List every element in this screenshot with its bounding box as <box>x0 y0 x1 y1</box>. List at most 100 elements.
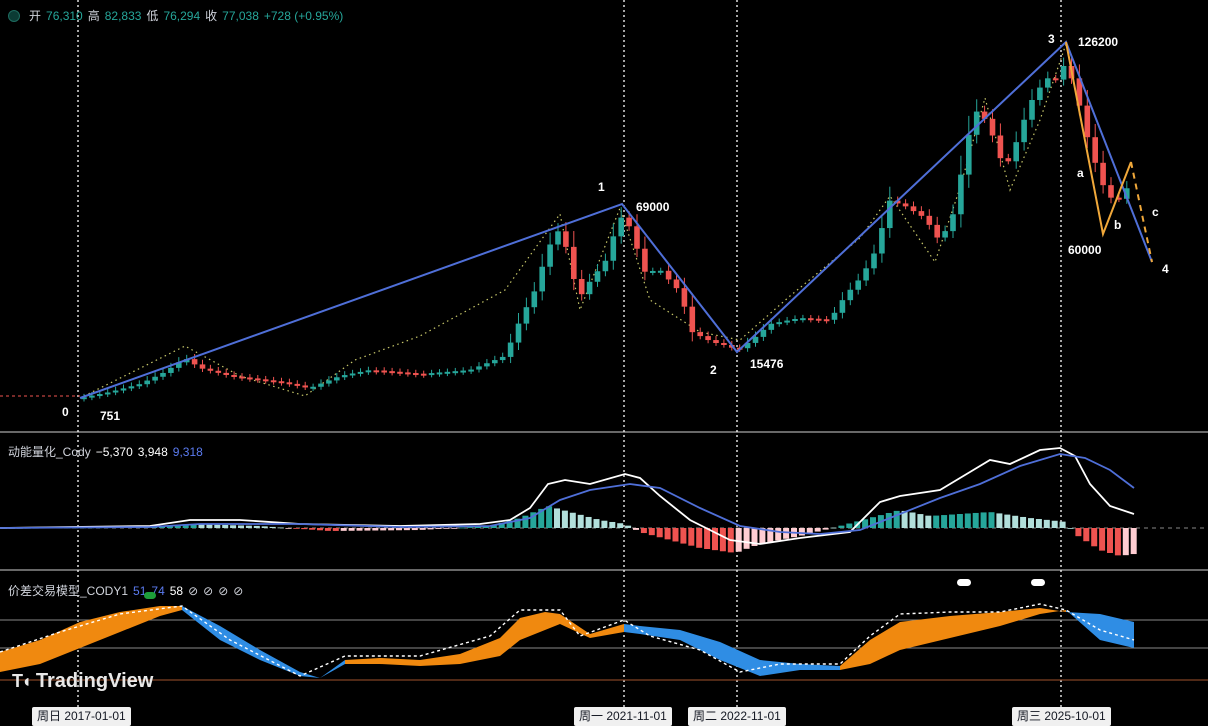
histogram-bar <box>1130 528 1137 555</box>
close-label: 收 <box>205 9 218 23</box>
candle-body <box>815 318 822 321</box>
candle-body <box>231 374 237 377</box>
candle-body <box>871 253 877 269</box>
candle-body <box>207 368 214 371</box>
indicator2-name[interactable]: 价差交易模型_CODY1 <box>8 584 129 598</box>
histogram-bar <box>174 524 181 528</box>
histogram-bar <box>403 528 410 531</box>
candle-body <box>294 383 301 386</box>
open-value: 76,310 <box>46 8 83 23</box>
histogram-bar <box>988 512 995 528</box>
candle-body <box>507 342 514 357</box>
candle-body <box>586 281 593 295</box>
histogram-bar <box>190 524 197 528</box>
open-label: 开 <box>29 9 42 23</box>
ind2-area-segment <box>40 622 80 664</box>
histogram-bar <box>514 518 521 528</box>
candle-body <box>887 200 893 229</box>
histogram-bar <box>585 516 592 528</box>
histogram-bar <box>372 528 379 531</box>
histogram-bar <box>459 527 466 529</box>
histogram-bar <box>269 526 276 528</box>
indicator1-legend[interactable]: 动能量化_Cody −5,370 3,948 9,318 <box>8 443 203 460</box>
ind2-area-segment <box>182 606 220 640</box>
histogram-bar <box>538 508 545 528</box>
histogram-bar <box>625 525 632 528</box>
candle-body <box>1100 162 1106 186</box>
elliott-wave-line[interactable] <box>79 40 1153 399</box>
symbol-status-icon[interactable] <box>8 9 20 22</box>
histogram-bar <box>640 528 647 534</box>
candle-body <box>128 386 135 389</box>
candle-body <box>97 394 103 397</box>
candle-body <box>468 369 474 372</box>
histogram-bar <box>917 514 924 528</box>
histogram-bar <box>214 524 221 528</box>
histogram-bar <box>806 528 813 534</box>
histogram-bar <box>451 528 458 529</box>
indicator1-name[interactable]: 动能量化_Cody <box>8 445 91 459</box>
histogram-bar <box>601 520 608 528</box>
histogram-bar <box>324 528 331 531</box>
candle-body <box>689 306 696 333</box>
histogram-bar <box>941 515 948 528</box>
candle-body <box>389 371 395 374</box>
candle-body <box>89 395 95 398</box>
histogram-bar <box>1091 528 1098 547</box>
histogram-bar <box>704 528 711 550</box>
candle-body <box>926 215 933 225</box>
histogram-bar <box>1059 521 1066 528</box>
histogram-bar <box>1114 528 1121 556</box>
histogram-bar <box>751 528 758 546</box>
candle-body <box>278 381 285 384</box>
indicator2-legend[interactable]: 价差交易模型_CODY1 51 74 58 ⊘ ⊘ ⊘ ⊘ <box>8 582 243 599</box>
candle-body <box>665 270 672 280</box>
empty-value-icon: ⊘ <box>218 583 229 598</box>
candle-body <box>1116 197 1122 200</box>
histogram-bar <box>949 514 955 528</box>
candle-body <box>650 270 656 273</box>
tradingview-mark-icon: T◖ <box>12 671 32 691</box>
candle-body <box>934 224 940 238</box>
ind2-area-segment <box>1066 610 1100 640</box>
visibility-toggle-icon[interactable] <box>144 592 156 599</box>
histogram-bar <box>870 517 876 528</box>
candle-body <box>152 376 158 381</box>
ind2-area-segment <box>1040 608 1066 614</box>
histogram-bar <box>230 525 237 528</box>
candle-body <box>863 268 869 281</box>
candle-body <box>334 377 340 381</box>
candle-body <box>373 370 380 373</box>
wave-label-a: a <box>1077 166 1084 180</box>
histogram-bar <box>956 514 963 528</box>
wave-price-1: 69000 <box>636 200 670 214</box>
candle-body <box>989 118 996 136</box>
candle-body <box>81 397 87 400</box>
indicator1-value-3: 9,318 <box>172 444 203 459</box>
histogram-bar <box>380 528 387 531</box>
histogram-bar <box>609 521 616 528</box>
histogram-bar <box>238 525 244 528</box>
candle-body <box>752 336 759 343</box>
ohlc-legend: 开 76,310 高 82,833 低 76,294 收 77,038 +728 (+0… <box>8 7 343 24</box>
ind2-area-segment <box>560 614 590 638</box>
ind2-area-segment <box>590 624 624 638</box>
ind2-area-segment <box>800 664 840 670</box>
candle-body <box>760 329 767 337</box>
candle-body <box>326 380 332 384</box>
candle-body <box>642 248 648 272</box>
histogram-bar <box>633 528 639 530</box>
histogram-bar <box>656 528 663 538</box>
indicator1-value-1: −5,370 <box>95 444 133 459</box>
wave-price-3: 126200 <box>1078 35 1119 49</box>
candle-body <box>341 375 348 378</box>
tradingview-logo[interactable]: T◖ TradingView <box>12 670 153 693</box>
candle-body <box>444 371 451 374</box>
candle-body <box>657 270 664 273</box>
histogram-bar <box>1035 518 1042 528</box>
candle-body <box>823 319 830 322</box>
abc-wave-line[interactable] <box>1065 41 1132 238</box>
candle-body <box>1037 87 1043 100</box>
candle-body <box>768 323 775 330</box>
